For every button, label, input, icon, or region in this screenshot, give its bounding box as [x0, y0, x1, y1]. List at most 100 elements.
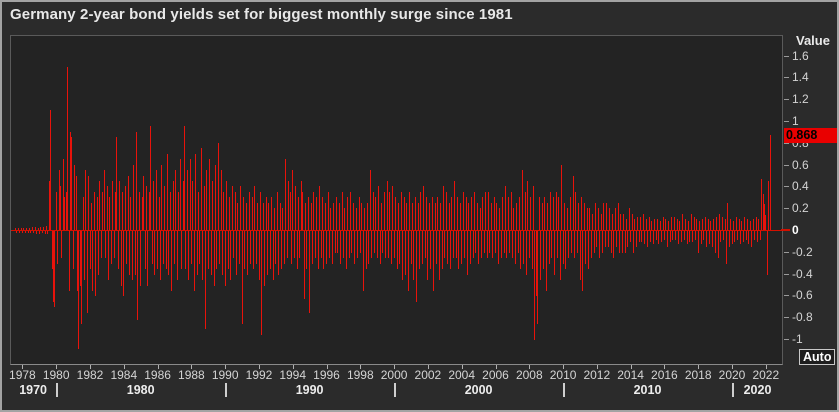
bar-month: [732, 221, 734, 230]
bar-month: [186, 170, 188, 230]
decade-label: 1990: [295, 383, 324, 397]
bar-month: [244, 231, 246, 270]
x-tick: [630, 365, 632, 369]
bar-month: [78, 231, 80, 349]
bar-month: [375, 197, 377, 230]
bar-month: [247, 231, 249, 275]
bar-month: [700, 231, 702, 245]
bar-month: [488, 191, 490, 230]
decade-separator: [56, 383, 59, 397]
bar-month: [195, 153, 197, 230]
bar-month: [504, 186, 506, 230]
bar-month: [420, 191, 422, 230]
bar-month: [53, 231, 54, 302]
bar-month: [533, 186, 535, 230]
x-year-label: 2006: [482, 368, 509, 382]
bar-month: [389, 191, 391, 230]
bar-month: [148, 191, 150, 230]
bar-month: [538, 197, 540, 230]
bar-month: [317, 231, 319, 270]
bar-month: [321, 197, 323, 230]
bar-month: [606, 202, 608, 230]
bar-month: [237, 202, 239, 230]
bar-month: [459, 202, 461, 230]
bar-month: [452, 231, 454, 259]
x-year-label: 1998: [346, 368, 374, 382]
bar-month: [664, 231, 665, 240]
bar-month: [92, 231, 94, 291]
bar-month: [120, 231, 122, 286]
bar-month: [483, 231, 485, 253]
bar-month: [171, 231, 173, 291]
bar-month: [762, 194, 764, 230]
bar-month: [50, 110, 52, 230]
bar-month: [434, 202, 436, 230]
bar-month: [372, 191, 374, 230]
bar-month: [196, 231, 198, 275]
bar-month: [679, 221, 681, 230]
bar-month: [540, 231, 542, 281]
bar-month: [607, 231, 609, 248]
bar-month: [192, 180, 194, 230]
bar-month: [286, 231, 288, 259]
auto-scale-button[interactable]: Auto: [799, 349, 836, 365]
bar-month: [61, 231, 63, 259]
bar-month: [314, 231, 316, 259]
bar-month: [652, 231, 654, 245]
bar-month: [542, 231, 544, 270]
chart-plot-area[interactable]: [10, 35, 783, 365]
bar-month: [628, 208, 630, 230]
y-tick: [784, 251, 789, 253]
bar-month: [134, 231, 136, 275]
bar-month: [157, 231, 159, 270]
bar-month: [516, 202, 518, 230]
bar-month: [687, 221, 689, 230]
bar-month: [424, 231, 426, 259]
bar-month: [554, 231, 556, 275]
bar-month: [524, 191, 526, 230]
bar-month: [763, 203, 765, 230]
last-value-badge: 0.868: [784, 127, 837, 143]
bar-month: [728, 231, 730, 248]
bar-month: [117, 231, 119, 270]
bar-month: [297, 197, 299, 230]
bar-month: [611, 213, 613, 230]
bar-month: [137, 231, 139, 321]
bar-month: [680, 231, 682, 242]
bar-month: [403, 197, 405, 230]
x-tick: [259, 365, 260, 369]
bar-month: [343, 231, 345, 259]
bar-month: [704, 216, 706, 230]
bar-month: [618, 231, 620, 253]
bar-month: [295, 186, 297, 230]
bar-month: [562, 231, 564, 264]
bar-month: [455, 231, 457, 259]
bar-month: [635, 231, 637, 248]
bar-month: [335, 197, 337, 230]
x-tick: [698, 365, 700, 369]
bar-month: [51, 231, 53, 270]
bar-month: [348, 231, 350, 259]
bar-month: [388, 231, 390, 259]
bar-month: [262, 202, 264, 230]
bar-month: [172, 180, 174, 230]
bar-month: [573, 231, 575, 259]
bar-month: [110, 231, 112, 264]
bar-month: [376, 231, 378, 259]
bar-month: [499, 208, 501, 230]
bar-month: [709, 231, 711, 245]
x-tick: [123, 365, 125, 369]
bar-month: [60, 186, 62, 230]
x-year-label: 2008: [515, 368, 543, 382]
bar-month: [162, 231, 164, 264]
bar-month: [723, 231, 725, 240]
bar-month: [310, 202, 312, 230]
bar-month: [282, 208, 284, 230]
bar-month: [305, 202, 306, 230]
bar-month: [610, 231, 612, 253]
bar-month: [72, 231, 74, 270]
bar-month: [183, 126, 185, 230]
bar-month: [338, 202, 340, 230]
bar-month: [665, 219, 667, 230]
bar-month: [647, 231, 649, 248]
